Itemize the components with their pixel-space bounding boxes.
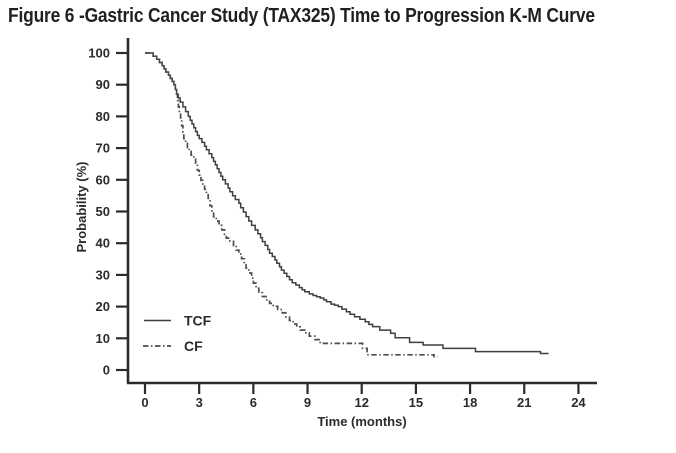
legend-cf-label: CF (184, 338, 203, 354)
x-tick-label: 12 (354, 395, 368, 410)
y-tick-label: 30 (96, 267, 110, 282)
y-tick-label: 0 (103, 363, 110, 378)
y-tick-label: 90 (96, 77, 110, 92)
y-tick-label: 10 (96, 331, 110, 346)
km-curves (145, 52, 549, 358)
x-tick-label: 3 (196, 395, 203, 410)
x-tick-label: 9 (304, 395, 311, 410)
x-axis: 0 3 6 9 12 15 18 21 24 Time (months) (127, 381, 597, 429)
y-tick-label: 60 (96, 172, 110, 187)
x-axis-ticks: 0 3 6 9 12 15 18 21 24 (141, 384, 586, 410)
y-tick-label: 50 (96, 204, 110, 219)
x-tick-label: 21 (517, 395, 531, 410)
x-axis-title: Time (months) (317, 414, 406, 429)
x-tick-label: 0 (141, 395, 148, 410)
x-tick-label: 18 (463, 395, 477, 410)
legend-tcf-label: TCF (184, 313, 212, 329)
tcf-survival-curve (145, 52, 549, 355)
y-axis-title: Probability (%) (74, 161, 89, 252)
y-axis-ticks: 0 10 20 30 40 50 60 70 80 90 100 (88, 46, 127, 378)
y-tick-label: 100 (88, 46, 110, 61)
y-tick-label: 70 (96, 141, 110, 156)
figure-title: Figure 6 -Gastric Cancer Study (TAX325) … (8, 5, 595, 27)
y-tick-label: 20 (96, 299, 110, 314)
x-tick-label: 24 (571, 395, 586, 410)
legend: TCF CF (143, 313, 212, 354)
y-tick-label: 80 (96, 109, 110, 124)
x-tick-label: 15 (409, 395, 423, 410)
y-tick-label: 40 (96, 236, 110, 251)
cf-survival-curve (145, 52, 438, 358)
x-tick-label: 6 (250, 395, 257, 410)
y-axis: 0 10 20 30 40 50 60 70 80 90 100 Probability (%) (74, 38, 130, 383)
